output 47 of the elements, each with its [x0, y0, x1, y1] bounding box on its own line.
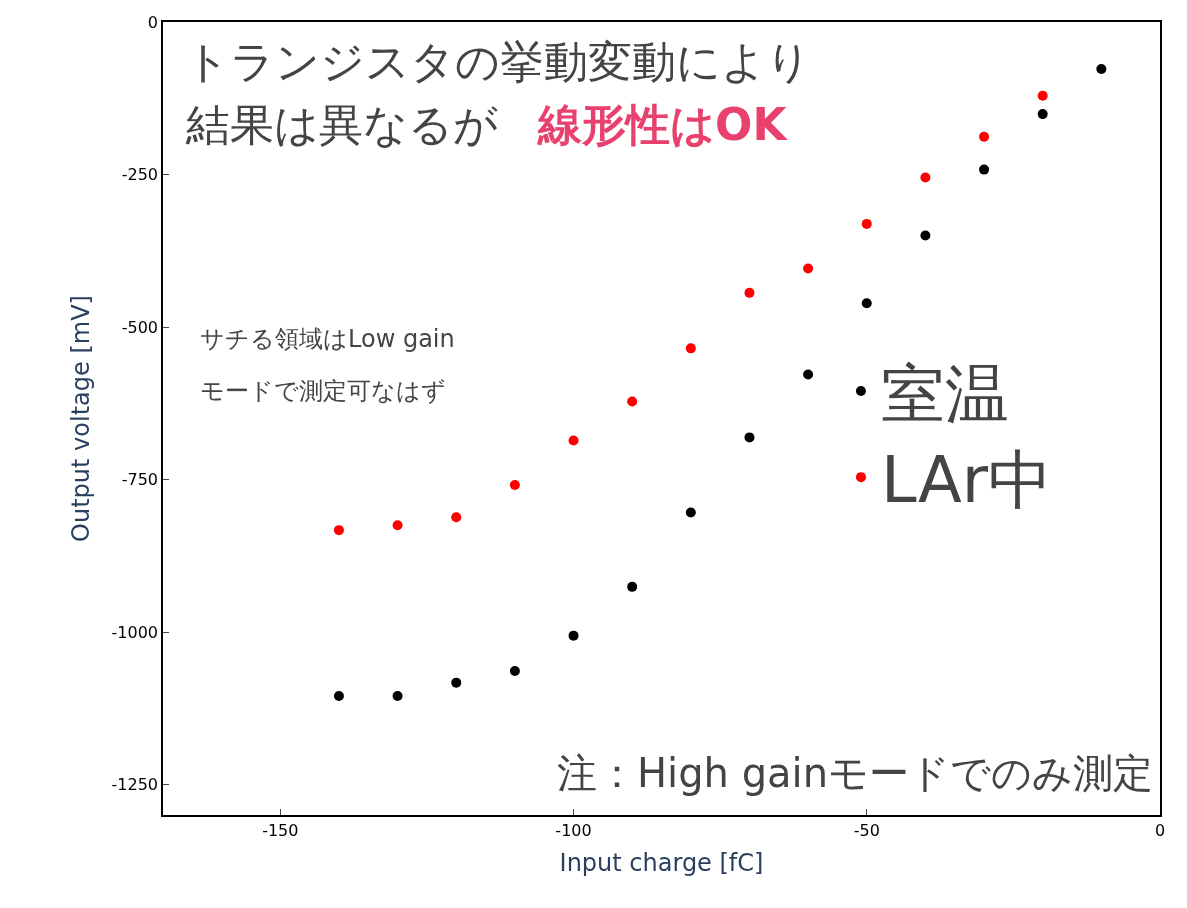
point [627, 581, 638, 592]
point [509, 666, 520, 677]
point [979, 131, 990, 142]
annotation: サチる領域はLow gain [200, 325, 455, 353]
x-tick-label: 0 [1154, 820, 1166, 840]
legend-label: 室温 [880, 356, 1009, 431]
y-tick-label: -500 [121, 317, 159, 337]
y-tick-label: -250 [121, 165, 159, 185]
y-tick-label: 0 [147, 12, 159, 32]
point [451, 677, 462, 688]
point [333, 691, 344, 702]
point [333, 525, 344, 536]
point [685, 507, 696, 518]
y-tick-label: -1250 [111, 775, 159, 795]
point [744, 287, 755, 298]
annotation: トランジスタの挙動変動により [185, 36, 811, 87]
point [744, 432, 755, 443]
point [451, 512, 462, 523]
x-tick-label: -50 [853, 820, 880, 840]
y-axis-title: Output voltage [mV] [67, 295, 96, 542]
point [392, 691, 403, 702]
y-tick-label: -1000 [111, 622, 159, 642]
annotation: 線形性はOK [536, 99, 789, 150]
point [568, 630, 579, 641]
annotation: モードで測定可なはず [200, 377, 446, 405]
point [920, 172, 931, 183]
point [920, 230, 931, 241]
point [861, 218, 872, 229]
point [392, 520, 403, 531]
x-tick-label: -150 [262, 820, 299, 840]
point [979, 164, 990, 175]
point [568, 435, 579, 446]
point [1037, 109, 1048, 120]
point [1096, 63, 1107, 74]
point [861, 298, 872, 309]
point [627, 396, 638, 407]
point [1037, 90, 1048, 101]
annotation: 結果は異なるが [185, 99, 498, 150]
y-tick-label: -750 [121, 470, 159, 490]
legend-label: LAr中 [880, 443, 1053, 518]
point [803, 369, 814, 380]
point [509, 479, 520, 490]
x-axis-title: Input charge [fC] [559, 848, 764, 877]
point [685, 343, 696, 354]
x-tick-label: -100 [555, 820, 592, 840]
annotation: 注：High gainモードでのみ測定 [557, 750, 1154, 796]
point [803, 263, 814, 274]
